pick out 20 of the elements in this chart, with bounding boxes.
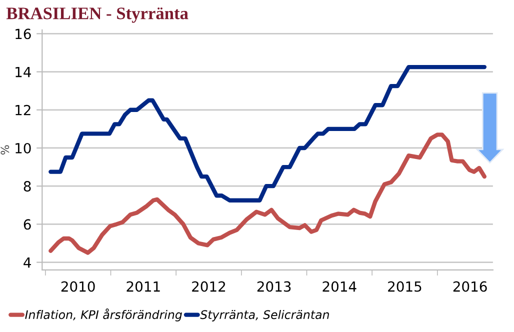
- y-tick-label: 6: [24, 219, 31, 230]
- x-tick-label: 2011: [126, 281, 160, 292]
- y-tick-label: 10: [16, 142, 31, 154]
- line-series: [48, 132, 487, 255]
- x-tick-label: 2013: [257, 281, 291, 292]
- chart-title: BRASILIEN - Styrränta: [6, 7, 188, 23]
- legend-label: Inflation, KPI årsförändring: [25, 308, 182, 322]
- x-tick-label: 2016: [453, 281, 487, 292]
- y-tick-label: 16: [16, 28, 31, 40]
- y-tick-label: 12: [16, 104, 30, 116]
- y-axis-title: %: [0, 145, 10, 155]
- x-tick-label: 2014: [322, 281, 356, 292]
- legend-label: Styrränta, Selicräntan: [200, 310, 329, 322]
- y-tick-label: 4: [24, 257, 31, 268]
- line-series: [48, 64, 487, 202]
- x-tick-label: 2012: [192, 281, 226, 292]
- y-tick-label: 14: [16, 66, 31, 78]
- y-tick-label: 8: [24, 181, 31, 192]
- x-tick-label: 2010: [61, 281, 95, 292]
- x-tick-label: 2015: [388, 281, 422, 292]
